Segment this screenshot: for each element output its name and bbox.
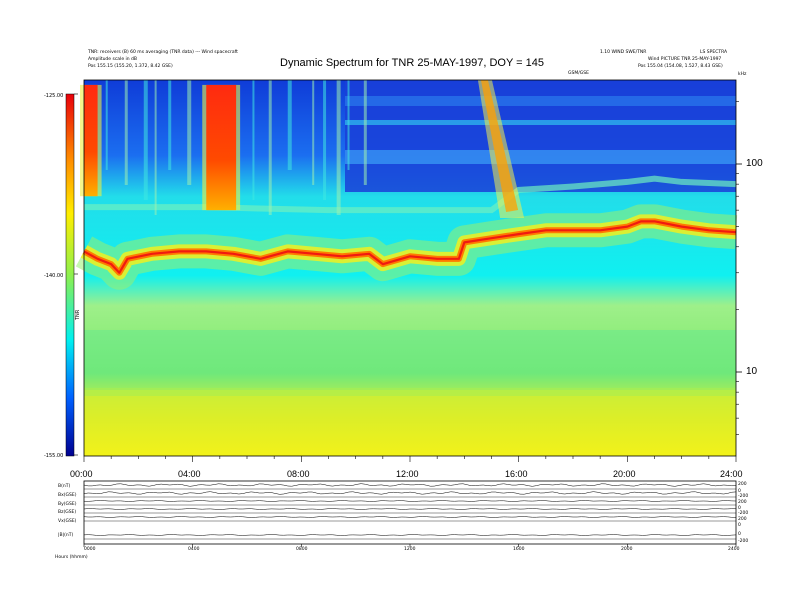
bottom-row-label-2: Bx(GSE) — [58, 493, 77, 498]
colorbar — [65, 93, 75, 457]
chart-title: Dynamic Spectrum for TNR 25-MAY-1997, DO… — [280, 57, 545, 69]
streak-7 — [252, 80, 255, 200]
colorbar-tick-mid: -140.00 — [44, 273, 64, 279]
x-tick-1200: 12:00 — [396, 469, 419, 479]
streak-5 — [168, 80, 172, 170]
upper-band-stripe-1 — [345, 96, 736, 106]
header-left-pos-label: Pos — [88, 64, 96, 69]
bottom-trace-4 — [83, 508, 737, 510]
bottom-trace-6 — [83, 534, 737, 536]
x-tick-2000: 20:00 — [613, 469, 636, 479]
bottom-x-tick-1600: 1600 — [513, 547, 525, 552]
bottom-x-tick-0000: 0000 — [84, 547, 96, 552]
y-tick-10: 10 — [746, 366, 758, 377]
x-tick-0800: 08:00 — [287, 469, 310, 479]
streak-6 — [187, 80, 192, 185]
bottom-trace-3 — [83, 500, 737, 502]
header-right-pos-label: Pos — [638, 64, 646, 69]
header-right-line2: LS SPECTRA — [700, 50, 728, 55]
bottom-x-tick-0400: 0400 — [188, 547, 200, 552]
header-left-line1: TNR: receivers (B) 60 ms averaging (TNR … — [88, 50, 238, 55]
streak-10 — [312, 80, 315, 185]
header-right-line3: Wind PICTURE TNR 25-MAY-1997 — [648, 57, 722, 62]
bottom-row-label-5: Vx(GSE) — [58, 519, 77, 524]
y-unit-label: kHz — [738, 72, 747, 77]
bottom-x-tick-1200: 1200 — [404, 547, 416, 552]
streak-14 — [363, 80, 367, 185]
header-left-line2: Amplitude scale in dB — [88, 57, 137, 62]
burst-1 — [84, 84, 98, 197]
bottom-x-tick-0800: 0800 — [296, 547, 308, 552]
bottom-trace-1 — [83, 483, 737, 487]
bottom-row-label-4: Bz(GSE) — [58, 510, 77, 515]
x-tick-0400: 04:00 — [178, 469, 201, 479]
bottom-right-tick-1: 200 — [738, 482, 747, 487]
streak-1 — [105, 80, 108, 170]
drifting-burst — [480, 80, 519, 213]
streak-3 — [143, 80, 148, 200]
streak-9 — [287, 80, 292, 170]
bottom-x-tick-2000: 2000 — [621, 547, 633, 552]
header-left-pos-value: 155.15 (155.20, 1.372, 8.42 GSE) — [97, 64, 173, 69]
bottom-row-label-6: |B|(nT) — [58, 533, 74, 538]
streak-11 — [323, 80, 327, 200]
x-tick-0000: 00:00 — [70, 469, 93, 479]
bottom-right-tick-9: 0 — [738, 532, 741, 537]
x-tick-1600: 16:00 — [505, 469, 528, 479]
lower-transition-band — [84, 388, 736, 396]
x-tick-2400: 24:00 — [720, 469, 743, 479]
streak-13 — [347, 80, 350, 170]
bottom-trace-5 — [83, 516, 737, 518]
spectrum-features — [75, 80, 738, 290]
y-tick-100: 100 — [746, 158, 763, 169]
axis-ticks — [74, 93, 742, 462]
bottom-panel-traces — [83, 483, 737, 547]
bottom-right-tick-7: 200 — [738, 517, 747, 522]
bottom-row-label-3: By(GSE) — [58, 502, 77, 507]
bottom-right-tick-3: -200 — [738, 494, 749, 499]
axis-top-note: GSM/GSE — [568, 71, 589, 76]
streak-4 — [154, 80, 157, 215]
bottom-right-tick-2: 0 — [738, 489, 741, 494]
plasma-line-core — [83, 220, 737, 274]
bottom-footer-label: Hours (hhmm) — [55, 555, 88, 560]
header-left-position: Pos 155.15 (155.20, 1.372, 8.42 GSE) — [88, 64, 173, 69]
header-right-pos-value: 155.04 (154.08, 1.527, 8.43 GSE) — [647, 64, 723, 69]
upper-band-stripe-2 — [345, 120, 736, 125]
streak-8 — [268, 80, 272, 215]
bottom-x-tick-2400: 2400 — [728, 547, 740, 552]
bottom-trace-2 — [83, 491, 737, 495]
header-right-position: Pos 155.04 (154.08, 1.527, 8.43 GSE) — [638, 64, 723, 69]
streak-2 — [124, 80, 128, 185]
bottom-right-tick-4: 200 — [738, 500, 747, 505]
upper-band-stripe-3 — [345, 150, 736, 164]
bottom-right-tick-6: -200 — [738, 511, 749, 516]
burst-2 — [206, 84, 237, 211]
bottom-right-tick-8: 0 — [738, 523, 741, 528]
upper-boundary-band — [84, 175, 737, 214]
header-right-line1: 1.10 WIND SWE/TNR — [600, 50, 647, 55]
bottom-row-label-1: B(nT) — [58, 484, 71, 489]
streak-12 — [336, 80, 341, 215]
bottom-right-tick-5: 0 — [738, 506, 741, 511]
colorbar-tick-bottom: -155.00 — [44, 453, 64, 459]
bottom-right-tick-10: -200 — [738, 539, 749, 544]
colorbar-tick-top: -125.00 — [44, 93, 64, 99]
lower-green-band — [84, 330, 736, 390]
